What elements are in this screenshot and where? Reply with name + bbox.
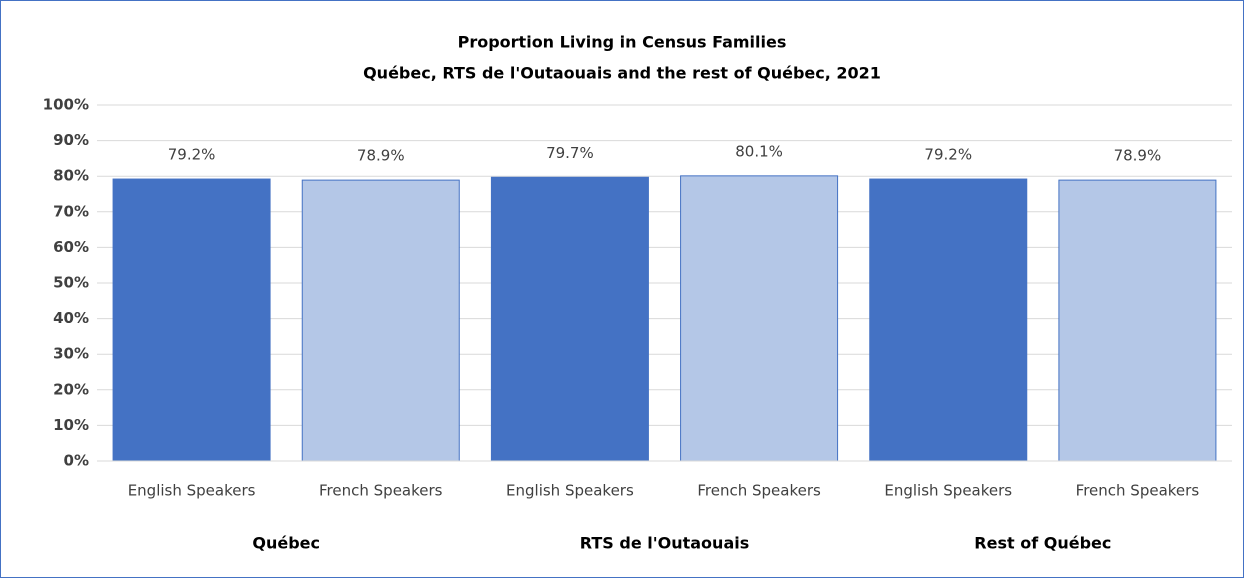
data-label: 79.2% bbox=[168, 146, 216, 164]
y-tick-label: 0% bbox=[64, 452, 89, 470]
bar bbox=[301, 179, 460, 462]
group-label: Québec bbox=[252, 534, 320, 553]
x-tick-label: French Speakers bbox=[319, 482, 443, 500]
y-tick-label: 20% bbox=[53, 380, 89, 398]
x-tick-label: English Speakers bbox=[506, 482, 634, 500]
x-tick-label: English Speakers bbox=[884, 482, 1012, 500]
data-label: 79.2% bbox=[924, 146, 972, 164]
data-label: 78.9% bbox=[1114, 147, 1162, 165]
chart-subtitle: Québec, RTS de l'Outaouais and the rest … bbox=[363, 64, 881, 83]
y-tick-label: 30% bbox=[53, 345, 89, 363]
bar bbox=[869, 178, 1028, 462]
y-tick-label: 50% bbox=[53, 274, 89, 292]
bar bbox=[112, 178, 271, 462]
x-tick-label: French Speakers bbox=[1076, 482, 1200, 500]
x-tick-label: English Speakers bbox=[128, 482, 256, 500]
data-label: 78.9% bbox=[357, 147, 405, 165]
chart-title: Proportion Living in Census Families bbox=[458, 33, 787, 52]
bar bbox=[1058, 179, 1217, 462]
y-tick-label: 80% bbox=[53, 167, 89, 185]
data-label: 80.1% bbox=[735, 142, 783, 160]
y-tick-label: 100% bbox=[43, 96, 89, 114]
group-label: RTS de l'Outaouais bbox=[580, 534, 750, 553]
y-tick-label: 60% bbox=[53, 238, 89, 256]
y-tick-label: 40% bbox=[53, 309, 89, 327]
group-label: Rest of Québec bbox=[974, 534, 1111, 553]
x-tick-label: French Speakers bbox=[697, 482, 821, 500]
y-tick-label: 70% bbox=[53, 202, 89, 220]
data-label: 79.7% bbox=[546, 144, 594, 162]
bar bbox=[680, 175, 839, 462]
y-tick-label: 90% bbox=[53, 131, 89, 149]
bar bbox=[490, 176, 649, 462]
y-tick-label: 10% bbox=[53, 416, 89, 434]
